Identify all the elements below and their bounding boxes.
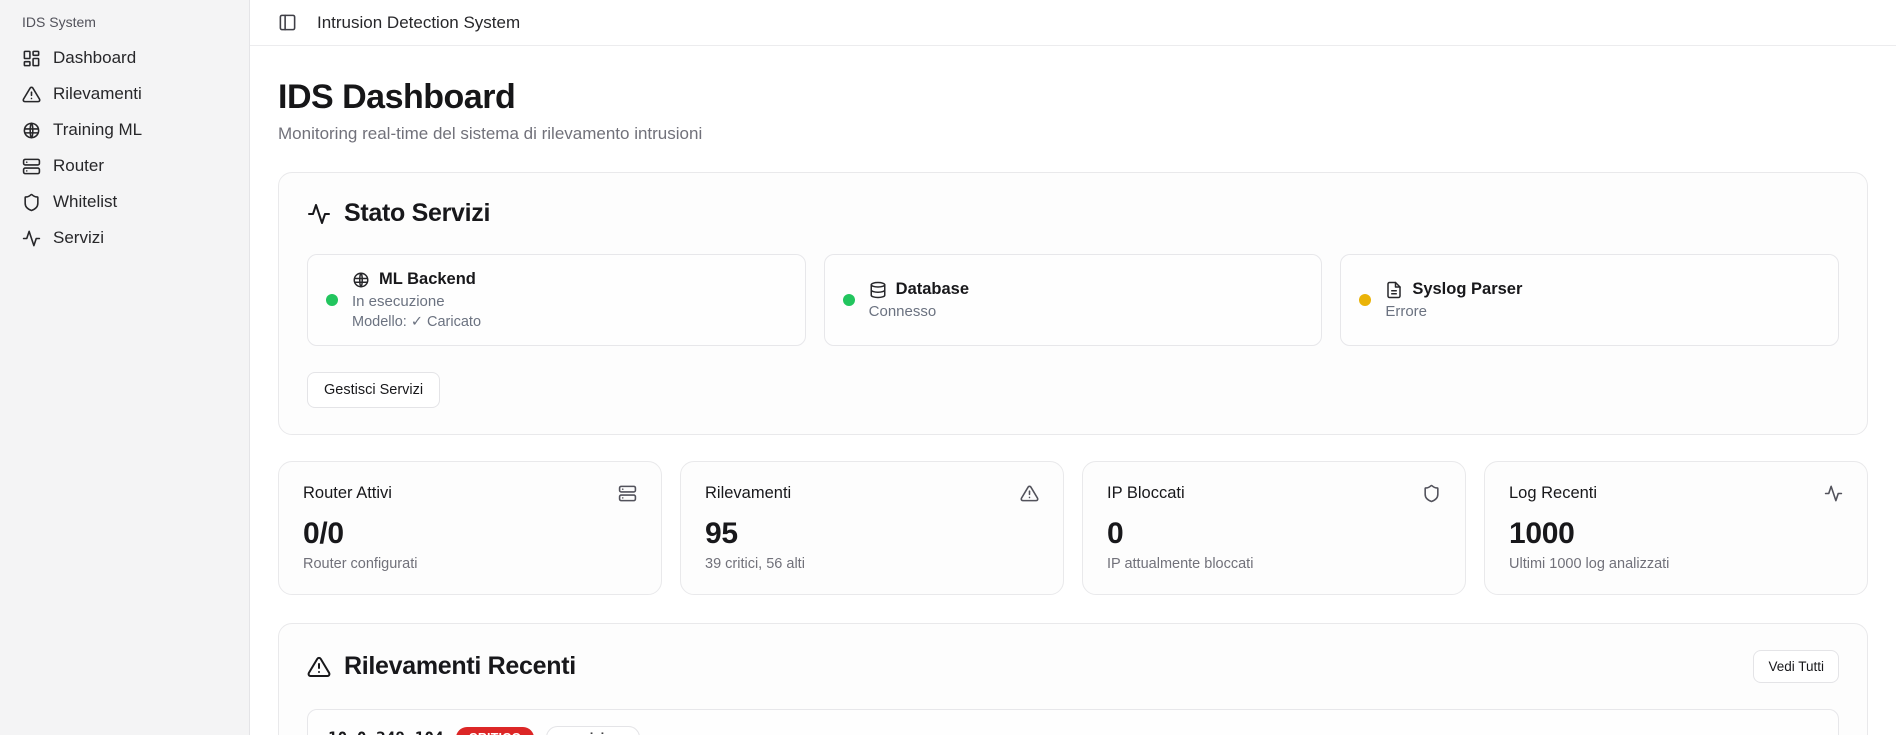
service-status: Connesso [868, 303, 937, 320]
brain-icon [352, 271, 370, 289]
service-name: Syslog Parser [1412, 280, 1523, 298]
sidebar: IDS System Dashboard Rilevamenti Trainin… [0, 0, 250, 735]
service-name: ML Backend [379, 270, 476, 288]
stat-value: 0 [1107, 517, 1124, 550]
server-icon [618, 484, 637, 503]
alert-triangle-icon [22, 85, 41, 104]
stat-subtext: Ultimi 1000 log analizzati [1509, 556, 1670, 572]
service-status: Errore [1385, 303, 1428, 320]
recent-detections-card: Rilevamenti Recenti Vedi Tutti 10.0.249.… [278, 623, 1868, 735]
sidebar-item-router[interactable]: Router [12, 148, 237, 184]
status-dot-green [326, 294, 338, 306]
database-icon [869, 281, 887, 299]
app-title: Intrusion Detection System [317, 12, 521, 32]
sidebar-item-rilevamenti[interactable]: Rilevamenti [12, 76, 237, 112]
stat-card-ip-bloccati: IP Bloccati 0 IP attualmente bloccati [1082, 461, 1466, 595]
content: IDS Dashboard Monitoring real-time del s… [250, 46, 1896, 735]
sidebar-title: IDS System [22, 14, 96, 30]
activity-icon [1824, 484, 1843, 503]
dashboard-icon [22, 49, 41, 68]
detections-heading: Rilevamenti Recenti [344, 652, 576, 680]
service-item-database: Database Connesso [823, 254, 1323, 346]
sidebar-item-label: Router [53, 156, 105, 175]
services-heading: Stato Servizi [344, 199, 491, 227]
sidebar-item-whitelist[interactable]: Whitelist [12, 184, 237, 220]
stat-title: Log Recenti [1509, 484, 1598, 502]
sidebar-item-label: Whitelist [53, 192, 118, 211]
stat-title: IP Bloccati [1107, 484, 1185, 502]
page-title: IDS Dashboard [278, 78, 516, 116]
sidebar-item-label: Dashboard [53, 48, 137, 67]
stat-title: Router Attivi [303, 484, 392, 502]
sidebar-item-label: Rilevamenti [53, 84, 142, 103]
services-status-card: Stato Servizi ML Backend In esecuzione [278, 172, 1868, 435]
main-area: Intrusion Detection System IDS Dashboard… [250, 0, 1896, 735]
alert-triangle-icon [307, 655, 331, 679]
sidebar-item-training-ml[interactable]: Training ML [12, 112, 237, 148]
brain-icon [22, 121, 41, 140]
service-item-ml-backend: ML Backend In esecuzione Modello: ✓ Cari… [307, 254, 806, 346]
shield-icon [1422, 484, 1441, 503]
detection-ip: 10.0.249.104 [328, 728, 444, 735]
view-all-button[interactable]: Vedi Tutti [1753, 650, 1839, 683]
sidebar-item-label: Training ML [53, 120, 143, 139]
manage-services-button[interactable]: Gestisci Servizi [307, 372, 441, 408]
stat-subtext: Router configurati [303, 556, 418, 572]
stat-title: Rilevamenti [705, 484, 792, 502]
stat-subtext: IP attualmente bloccati [1107, 556, 1254, 572]
activity-icon [307, 202, 331, 226]
stat-value: 1000 [1509, 517, 1575, 550]
severity-badge: CRITICO [455, 726, 535, 735]
activity-icon [22, 229, 41, 248]
service-status: In esecuzione [352, 293, 445, 310]
status-dot-green [842, 294, 855, 306]
alert-triangle-icon [1020, 484, 1039, 503]
stat-card-router-attivi: Router Attivi 0/0 Router configurati [278, 461, 662, 595]
service-detail: Modello: ✓ Caricato [352, 314, 482, 330]
sidebar-toggle-icon[interactable] [278, 13, 297, 32]
sidebar-item-label: Servizi [53, 228, 105, 247]
server-icon [22, 157, 41, 176]
service-name: Database [895, 280, 970, 298]
sidebar-item-servizi[interactable]: Servizi [12, 220, 237, 256]
stat-subtext: 39 critici, 56 alti [705, 556, 805, 572]
stat-value: 0/0 [303, 517, 344, 550]
stat-card-log-recenti: Log Recenti 1000 Ultimi 1000 log analizz… [1484, 461, 1868, 595]
topbar: Intrusion Detection System [250, 0, 1896, 46]
sidebar-item-dashboard[interactable]: Dashboard [12, 40, 237, 76]
service-item-syslog-parser: Syslog Parser Errore [1340, 254, 1839, 346]
stat-card-rilevamenti: Rilevamenti 95 39 critici, 56 alti [680, 461, 1064, 595]
stats-row: Router Attivi 0/0 Router configurati Ril… [278, 461, 1868, 595]
stat-value: 95 [705, 517, 738, 550]
shield-icon [22, 193, 41, 212]
status-dot-yellow [1359, 294, 1372, 306]
detection-row[interactable]: 10.0.249.104 CRITICO suspicious Burst an… [307, 709, 1839, 735]
file-text-icon [1385, 281, 1403, 299]
tag-badge: suspicious [546, 726, 641, 735]
page-subtitle: Monitoring real-time del sistema di rile… [278, 124, 703, 143]
